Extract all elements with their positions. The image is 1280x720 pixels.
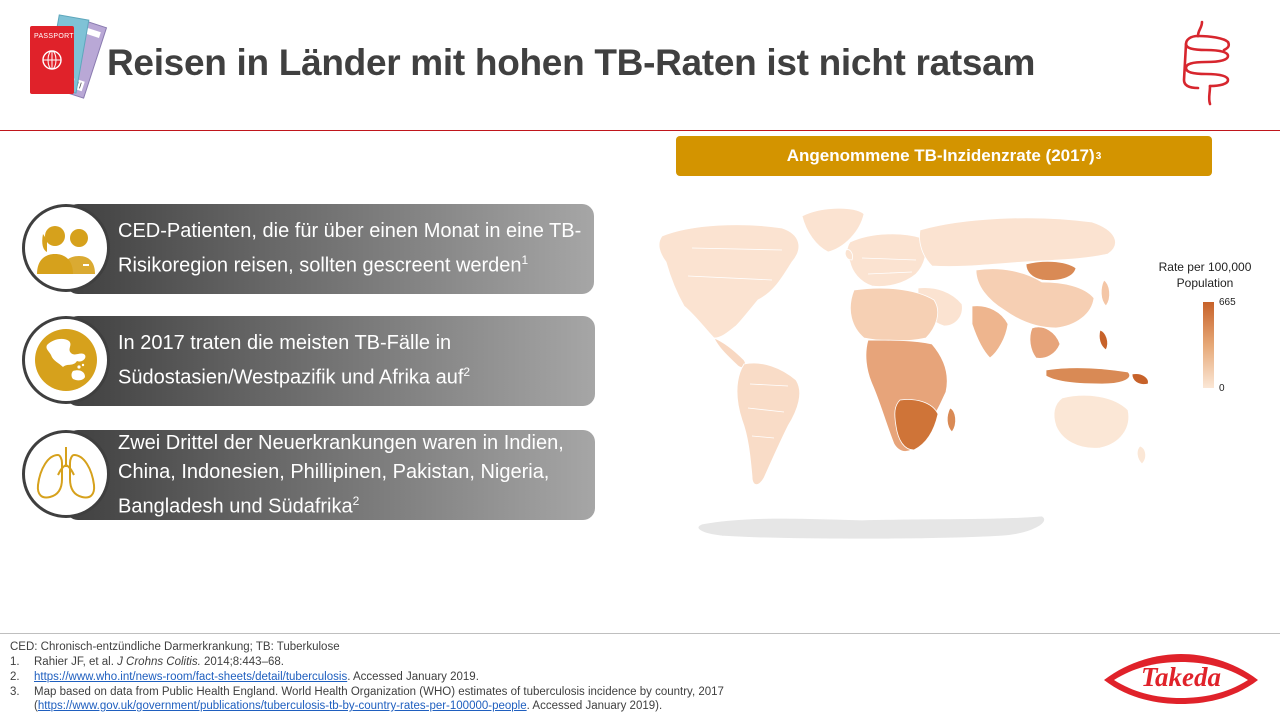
takeda-logo-text: Takeda: [1141, 662, 1221, 692]
map-title: Angenommene TB-Inzidenzrate (2017): [786, 146, 1095, 165]
intestine-icon: [1180, 18, 1236, 108]
india: [971, 305, 1009, 359]
north-america: [658, 224, 800, 339]
footnote-ref-1: 1. Rahier JF, et al. J Crohns Colitis. 2…: [10, 656, 284, 668]
south-america: [736, 362, 801, 485]
greenland: [801, 207, 865, 253]
takeda-logo: Takeda: [1100, 650, 1262, 706]
legend-max-label: 665: [1219, 297, 1236, 308]
map-title-banner: Angenommene TB-Inzidenzrate (2017) 3: [676, 136, 1212, 176]
legend-color-scale: [1203, 302, 1214, 388]
passport-icon: PASSPORT: [28, 8, 108, 108]
slide-title: Reisen in Länder mit hohen TB-Raten ist …: [107, 42, 1036, 83]
uk: [844, 249, 853, 261]
people-icon: [22, 204, 110, 292]
bullet-card-countries: Zwei Drittel der Neuerkrankungen waren i…: [22, 430, 595, 520]
europe: [846, 233, 927, 287]
japan: [1100, 279, 1110, 307]
footnote-abbreviations: CED: Chronisch-entzündliche Darmerkranku…: [10, 641, 340, 653]
southeast-asia: [1029, 326, 1061, 359]
papua: [1131, 373, 1149, 385]
bullet-text: Zwei Drittel der Neuerkrankungen waren i…: [118, 431, 564, 518]
passport-label: PASSPORT: [34, 33, 74, 40]
footnote-ref-3: 3. Map based on data from Public Health …: [10, 686, 724, 698]
gov-uk-link[interactable]: https://www.gov.uk/government/publicatio…: [37, 700, 527, 712]
central-america: [713, 337, 746, 368]
indonesia: [1045, 367, 1130, 385]
globe-icon: [22, 316, 110, 404]
australia: [1053, 394, 1130, 449]
china: [975, 268, 1095, 329]
lungs-icon: [22, 430, 110, 518]
new-zealand: [1136, 445, 1146, 465]
footer-divider: [0, 633, 1280, 634]
southern-africa: [894, 399, 939, 451]
legend-min-label: 0: [1219, 383, 1225, 394]
madagascar: [946, 407, 956, 433]
north-africa: [850, 287, 939, 342]
philippines: [1098, 329, 1108, 351]
map-title-ref: 3: [1095, 150, 1102, 162]
bullet-card-regions: In 2017 traten die meisten TB-Fälle in S…: [22, 316, 595, 406]
footnote-ref-2: 2. https://www.who.int/news-room/fact-sh…: [10, 671, 479, 683]
bullet-text: In 2017 traten die meisten TB-Fälle in S…: [118, 332, 471, 389]
russia: [919, 217, 1116, 267]
world-map: [632, 188, 1152, 544]
header-divider: [0, 130, 1280, 131]
legend-title: Rate per 100,000 Population: [1158, 260, 1252, 290]
who-link[interactable]: https://www.who.int/news-room/fact-sheet…: [34, 671, 348, 683]
antarctica: [697, 515, 1045, 540]
footnote-ref-3-link-line: (https://www.gov.uk/government/publicati…: [34, 700, 663, 712]
bullet-card-screening: CED-Patienten, die für über einen Monat …: [22, 204, 594, 294]
bullet-text: CED-Patienten, die für über einen Monat …: [118, 220, 582, 277]
mongolia: [1025, 260, 1077, 281]
